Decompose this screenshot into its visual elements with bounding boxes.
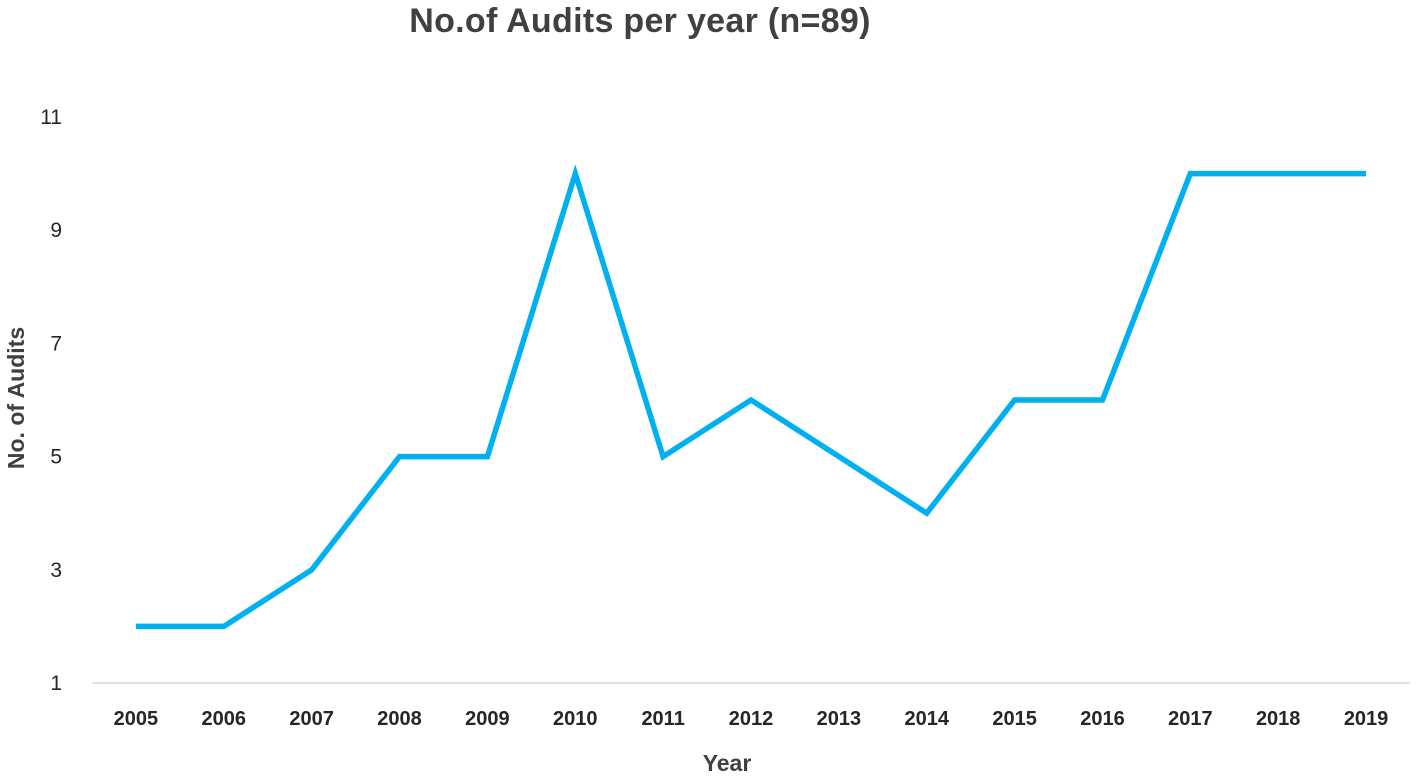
x-tick-label: 2006 (202, 708, 247, 730)
x-tick-label: 2011 (641, 708, 684, 730)
series-line (135, 164, 1367, 630)
x-tick-label: 2008 (377, 708, 422, 730)
x-tick-label: 2007 (289, 708, 334, 730)
y-tick-label: 11 (40, 106, 62, 129)
x-tick-label: 2016 (1080, 708, 1125, 730)
chart-title: No.of Audits per year (n=89) (409, 2, 871, 40)
y-axis-title: No. of Audits (3, 327, 29, 469)
x-tick-label: 2012 (729, 708, 774, 730)
x-tick-label: 2018 (1256, 708, 1301, 730)
x-axis-title: Year (703, 750, 752, 776)
x-tick-label: 2009 (465, 708, 510, 730)
x-tick-label: 2005 (114, 708, 159, 730)
y-tick-label: 7 (50, 332, 62, 355)
x-tick-label: 2019 (1344, 708, 1389, 730)
y-tick-label: 3 (50, 559, 62, 582)
x-tick-label: 2015 (992, 708, 1037, 730)
x-tick-label: 2014 (904, 708, 949, 730)
x-tick-label: 2010 (553, 708, 598, 730)
y-tick-label: 9 (50, 219, 62, 242)
x-tick-label: 2013 (817, 708, 862, 730)
x-tick-label: 2017 (1168, 708, 1213, 730)
y-tick-label: 1 (50, 672, 62, 695)
y-tick-label: 5 (50, 446, 62, 469)
